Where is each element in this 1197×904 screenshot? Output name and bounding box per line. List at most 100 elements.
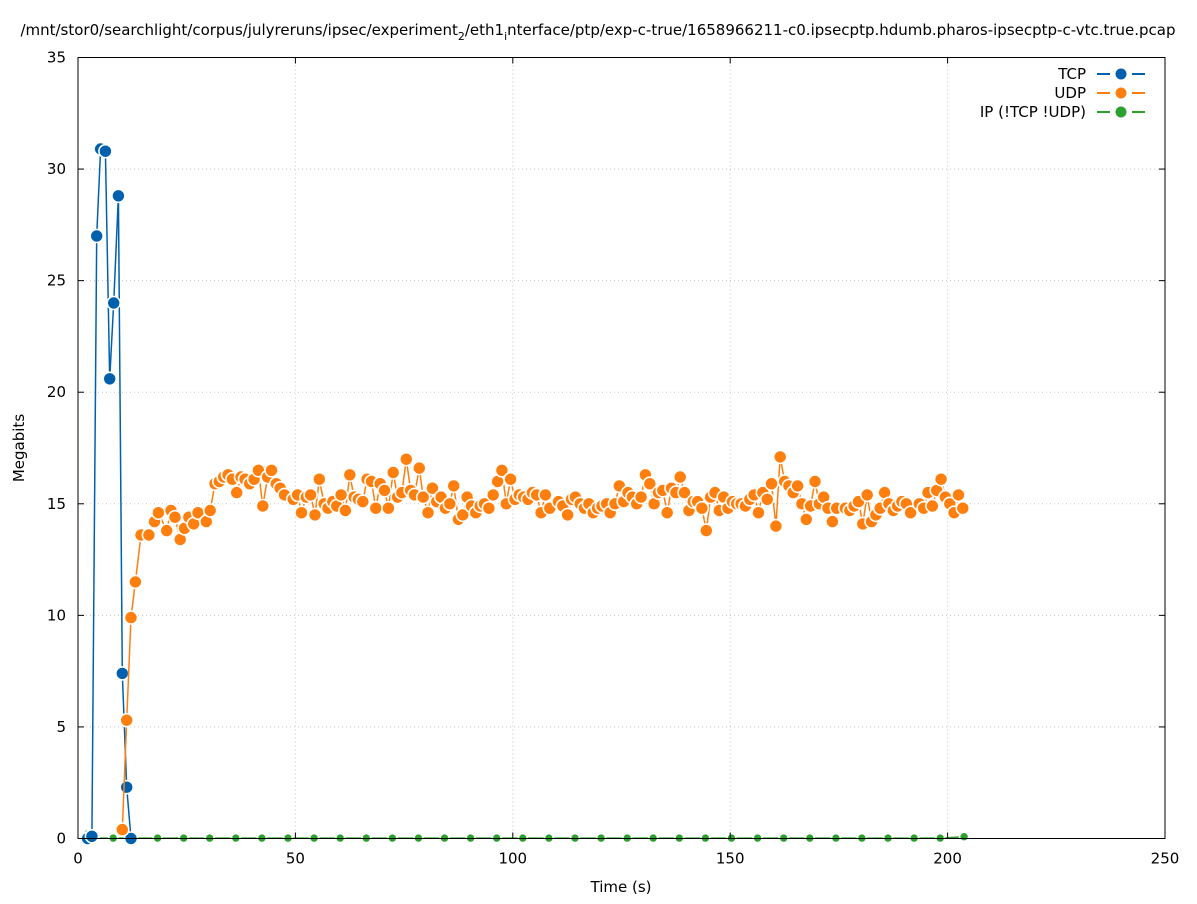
- data-point: [111, 188, 126, 204]
- data-point: [672, 469, 688, 485]
- data-point: [98, 143, 113, 159]
- data-point: [342, 467, 358, 483]
- data-point: [798, 512, 814, 527]
- data-point: [229, 485, 244, 500]
- legend-marker: [1115, 106, 1127, 118]
- data-point: [807, 474, 823, 489]
- grid: [78, 57, 1165, 839]
- data-point: [825, 514, 840, 529]
- data-point: [255, 498, 271, 514]
- data-point: [368, 500, 384, 516]
- x-axis-label: Time (s): [590, 878, 652, 896]
- data-point: [633, 489, 649, 505]
- data-point: [333, 487, 349, 503]
- data-point: [481, 500, 497, 516]
- y-tick-label: 5: [56, 718, 66, 736]
- data-point: [764, 476, 779, 492]
- data-point: [903, 505, 918, 521]
- data-point: [772, 449, 788, 465]
- data-point: [294, 505, 309, 521]
- data-point: [338, 503, 353, 518]
- y-tick-label: 30: [47, 160, 66, 178]
- series-2: [82, 828, 970, 844]
- x-tick-label: 100: [498, 850, 527, 868]
- series-0: [80, 141, 139, 846]
- data-point: [485, 487, 501, 503]
- series-line: [87, 148, 132, 840]
- data-point: [955, 500, 971, 516]
- data-point: [659, 505, 675, 521]
- data-point: [446, 478, 462, 494]
- data-point: [415, 489, 431, 505]
- data-point: [538, 487, 553, 503]
- x-tick-label: 150: [716, 850, 745, 868]
- data-point: [694, 500, 710, 516]
- legend-marker: [1115, 87, 1127, 99]
- x-tick-label: 250: [1151, 850, 1180, 868]
- data-point: [698, 523, 714, 538]
- data-point: [859, 487, 875, 503]
- y-tick-label: 20: [47, 383, 66, 401]
- data-point: [106, 295, 121, 311]
- data-point: [381, 500, 396, 516]
- data-point: [355, 494, 371, 509]
- data-point: [420, 505, 436, 521]
- data-point: [264, 462, 279, 478]
- x-tick-label: 0: [73, 850, 83, 868]
- data-point: [494, 462, 510, 478]
- plot-border: [77, 57, 1166, 839]
- data-point: [377, 483, 392, 498]
- data-point: [119, 779, 134, 795]
- data-point: [119, 712, 134, 728]
- data-point: [202, 503, 218, 518]
- data-point: [398, 451, 414, 467]
- y-axis-label: Megabits: [10, 414, 28, 482]
- y-tick-label: 35: [47, 49, 66, 67]
- series-layer: [80, 141, 971, 846]
- data-point: [951, 487, 966, 503]
- data-point: [128, 574, 143, 590]
- data-point: [303, 487, 318, 503]
- legend-label: UDP: [1054, 84, 1086, 102]
- data-point: [385, 465, 401, 480]
- data-point: [84, 828, 100, 844]
- data-point: [425, 480, 440, 496]
- legend-label: TCP: [1057, 65, 1086, 83]
- data-point: [790, 478, 805, 494]
- x-tick-label: 200: [933, 850, 962, 868]
- y-tick-label: 10: [47, 606, 66, 624]
- data-point: [411, 460, 427, 476]
- y-tick-label: 25: [47, 272, 66, 290]
- data-point: [503, 471, 518, 487]
- data-point: [311, 471, 327, 487]
- y-tick-label: 0: [56, 830, 66, 848]
- data-point: [102, 371, 117, 387]
- data-point: [560, 507, 575, 523]
- data-point: [159, 523, 174, 538]
- data-point: [958, 831, 970, 843]
- data-point: [123, 610, 139, 625]
- chart-title: /mnt/stor0/searchlight/corpus/julyreruns…: [20, 21, 1175, 43]
- y-tick-label: 15: [47, 495, 66, 513]
- data-point: [89, 228, 104, 244]
- data-point: [933, 471, 949, 487]
- data-point: [759, 491, 775, 507]
- data-point: [307, 507, 323, 523]
- series-1: [115, 449, 971, 837]
- data-point: [677, 485, 692, 500]
- data-point: [768, 518, 784, 534]
- legend-label: IP (!TCP !UDP): [980, 103, 1086, 121]
- legend-marker: [1115, 68, 1127, 80]
- data-point: [151, 505, 166, 521]
- data-point: [751, 505, 766, 521]
- ticks: 0 50 100 150 200 250 0 5 10 15 20 25 30 35: [47, 49, 1179, 868]
- data-point: [925, 498, 940, 514]
- data-point: [167, 509, 183, 525]
- data-point: [141, 527, 157, 543]
- data-point: [642, 476, 658, 492]
- data-point: [442, 496, 458, 512]
- data-point: [115, 822, 130, 837]
